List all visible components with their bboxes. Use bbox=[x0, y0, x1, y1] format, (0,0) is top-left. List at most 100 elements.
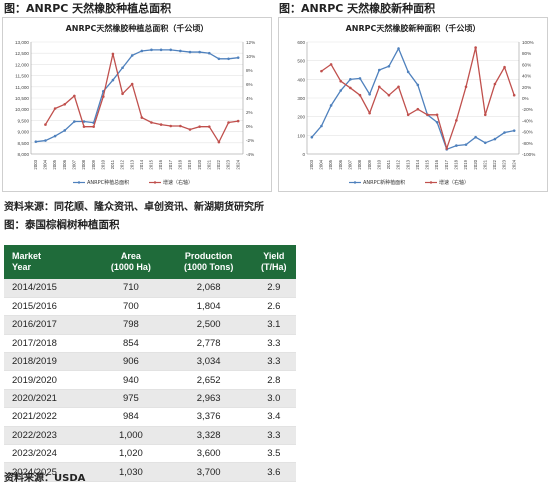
right-axis-tick-label: 100% bbox=[522, 40, 534, 45]
table-cell: 2024/2025 bbox=[4, 462, 97, 482]
right-axis-tick-label: 0% bbox=[522, 96, 529, 101]
table-cell: 2020/2021 bbox=[4, 389, 97, 409]
column-header-text: (1000 Ha) bbox=[110, 262, 151, 272]
x-axis-tick-label: 2012 bbox=[396, 159, 401, 169]
table-cell: 3.5 bbox=[251, 444, 296, 464]
legend-marker bbox=[429, 181, 433, 184]
table-row: 2016/2017 798 2,500 3.1 bbox=[4, 315, 296, 335]
data-point bbox=[493, 137, 497, 141]
data-point bbox=[188, 50, 192, 54]
right-axis-tick-label: -20% bbox=[522, 107, 533, 112]
x-axis-tick-label: 2008 bbox=[81, 159, 86, 169]
data-point bbox=[179, 49, 182, 53]
x-axis-tick-label: 2003 bbox=[309, 159, 314, 169]
data-point bbox=[512, 129, 516, 132]
table-cell: 798 bbox=[96, 315, 166, 335]
left-axis-tick-label: 600 bbox=[297, 40, 305, 45]
right-axis-tick-label: 20% bbox=[522, 85, 531, 90]
table-cell: 906 bbox=[96, 352, 166, 372]
table-cell: 3,600 bbox=[165, 444, 252, 464]
data-point bbox=[236, 119, 240, 123]
x-axis-tick-label: 2010 bbox=[100, 159, 105, 169]
data-point bbox=[111, 78, 115, 82]
table-cell: 2015/2016 bbox=[4, 297, 97, 317]
data-point bbox=[426, 113, 429, 117]
data-point bbox=[44, 139, 47, 142]
data-point bbox=[111, 52, 115, 56]
data-point bbox=[217, 57, 221, 61]
x-axis-tick-label: 2012 bbox=[120, 159, 125, 169]
data-point bbox=[63, 103, 67, 106]
x-axis-tick-label: 2006 bbox=[338, 159, 343, 169]
x-axis-tick-label: 2007 bbox=[348, 159, 353, 169]
x-axis-tick-label: 2003 bbox=[33, 159, 38, 169]
table-row: 2021/2022 984 3,376 3.4 bbox=[4, 407, 296, 427]
table-cell: 3.1 bbox=[251, 315, 296, 335]
table-cell: 984 bbox=[96, 407, 166, 427]
x-axis-tick-label: 2008 bbox=[357, 159, 362, 169]
data-point bbox=[82, 120, 86, 123]
table-cell: 2021/2022 bbox=[4, 407, 97, 427]
x-axis-tick-label: 2018 bbox=[178, 159, 183, 169]
table-cell: 975 bbox=[96, 389, 166, 409]
legend-marker bbox=[153, 181, 157, 184]
data-point bbox=[207, 51, 211, 55]
column-header-text: (1000 Tons) bbox=[183, 262, 234, 272]
data-point bbox=[73, 94, 76, 98]
column-header: Production (1000 Tons) bbox=[165, 245, 252, 279]
data-point bbox=[53, 107, 57, 110]
data-point bbox=[406, 70, 410, 74]
palm-planting-table: Market Year Area (1000 Ha) Production (1000 T… bbox=[4, 245, 296, 482]
left-axis-tick-label: 10,000 bbox=[15, 107, 29, 112]
right-axis-tick-label: 10% bbox=[246, 54, 255, 59]
data-point bbox=[150, 121, 153, 124]
left-axis-tick-label: 9,500 bbox=[18, 118, 30, 123]
data-point bbox=[455, 144, 458, 147]
data-point bbox=[227, 121, 230, 124]
x-axis-tick-label: 2014 bbox=[139, 159, 144, 169]
data-point bbox=[397, 47, 400, 50]
table-cell: 2016/2017 bbox=[4, 315, 97, 335]
left-axis-tick-label: 200 bbox=[297, 115, 305, 120]
column-header-text: Yield bbox=[263, 251, 285, 261]
data-point bbox=[377, 68, 381, 72]
column-header-text: (T/Ha) bbox=[261, 262, 287, 272]
table-cell: 2,778 bbox=[165, 334, 252, 354]
table-cell: 2,963 bbox=[165, 389, 252, 409]
x-axis-tick-label: 2019 bbox=[463, 159, 468, 169]
data-point bbox=[140, 116, 144, 119]
data-point bbox=[130, 54, 134, 57]
data-point bbox=[34, 140, 38, 143]
x-axis-tick-label: 2020 bbox=[473, 159, 478, 169]
x-axis-tick-label: 2021 bbox=[206, 159, 211, 169]
table-row: 2017/2018 854 2,778 3.3 bbox=[4, 334, 296, 354]
x-axis-tick-label: 2014 bbox=[415, 159, 420, 169]
data-point bbox=[503, 65, 506, 69]
left-axis-tick-label: 12,500 bbox=[15, 51, 29, 56]
data-point bbox=[73, 120, 76, 123]
table-row: 2015/2016 700 1,804 2.6 bbox=[4, 297, 296, 317]
data-point bbox=[150, 48, 153, 52]
table-cell: 854 bbox=[96, 334, 166, 354]
table-cell: 940 bbox=[96, 370, 166, 390]
left-axis-tick-label: 12,000 bbox=[15, 62, 29, 67]
new-planting-chart-panel: ANRPC天然橡胶新种面积（千公顷） 0 100 200 300 400 500 600 -10… bbox=[278, 17, 548, 192]
right-axis-tick-label: 60% bbox=[522, 62, 531, 67]
data-point bbox=[358, 77, 362, 80]
right-axis-tick-label: -60% bbox=[522, 130, 533, 135]
data-point bbox=[493, 82, 497, 86]
table-cell: 3.0 bbox=[251, 389, 296, 409]
table-cell: 2,652 bbox=[165, 370, 252, 390]
table-row: 2020/2021 975 2,963 3.0 bbox=[4, 389, 296, 409]
x-axis-tick-label: 2016 bbox=[434, 159, 439, 169]
data-point bbox=[140, 49, 144, 53]
right-axis-tick-label: 4% bbox=[246, 96, 253, 101]
legend-label: 增速（右轴） bbox=[163, 179, 193, 186]
x-axis-tick-label: 2017 bbox=[168, 159, 173, 169]
data-point bbox=[101, 95, 105, 98]
data-point bbox=[121, 92, 124, 96]
right-axis-tick-label: -2% bbox=[246, 138, 254, 143]
x-axis-tick-label: 2015 bbox=[425, 159, 430, 169]
x-axis-tick-label: 2005 bbox=[52, 159, 57, 169]
table-cell: 2.9 bbox=[251, 279, 296, 298]
